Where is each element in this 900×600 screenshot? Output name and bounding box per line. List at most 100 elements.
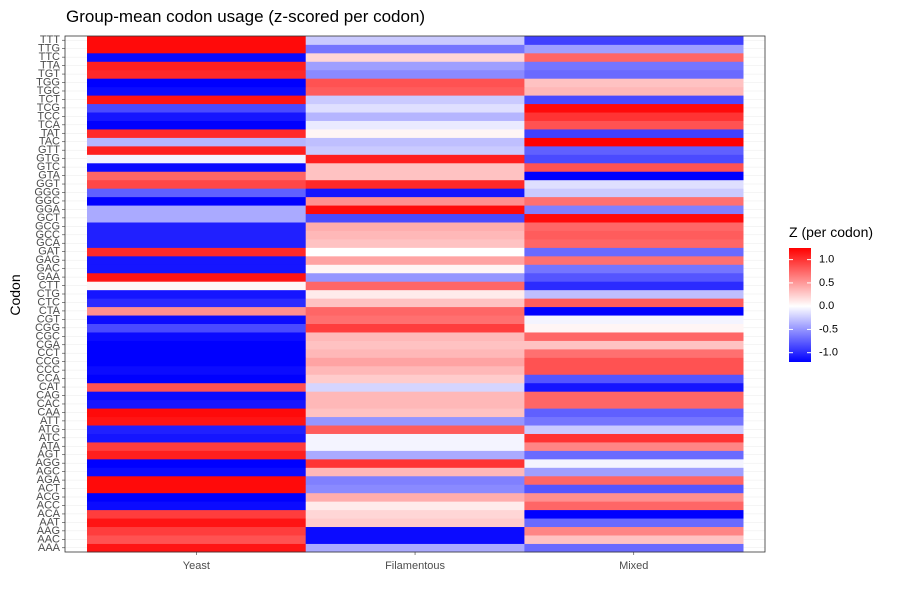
heatmap-cell <box>87 298 307 308</box>
heatmap-cell <box>87 543 307 553</box>
heatmap-cell <box>305 391 525 401</box>
heatmap-cell <box>87 129 307 138</box>
heatmap-cell <box>524 475 744 485</box>
heatmap-cell <box>524 450 744 460</box>
heatmap-cells <box>87 36 744 553</box>
y-tick-label: CTA <box>39 305 61 317</box>
heatmap-cell <box>524 179 744 189</box>
heatmap-cell <box>87 95 307 105</box>
heatmap-cell <box>305 458 525 468</box>
heatmap-cell <box>87 416 307 426</box>
heatmap-cell <box>524 543 744 553</box>
heatmap-cell <box>524 222 744 231</box>
heatmap-cell <box>87 86 307 96</box>
heatmap-cell <box>524 526 744 536</box>
y-tick-label: ACA <box>37 508 60 520</box>
heatmap-cell <box>87 239 307 248</box>
heatmap-cell <box>524 492 744 502</box>
heatmap-cell <box>524 137 744 147</box>
heatmap-cell <box>87 306 307 316</box>
heatmap-cell <box>87 230 307 240</box>
y-tick-label: GGC <box>35 195 60 207</box>
legend-tick-label: 0.0 <box>819 300 834 312</box>
y-tick-label: TGG <box>36 77 60 89</box>
heatmap-cell <box>305 103 525 113</box>
heatmap-cell <box>524 255 744 265</box>
heatmap-cell <box>305 213 525 223</box>
y-tick-label: ACG <box>36 491 60 503</box>
heatmap-cell <box>87 103 307 113</box>
y-tick-label: AAT <box>39 516 60 528</box>
y-tick-label: AAA <box>38 542 61 554</box>
heatmap-cell <box>87 281 307 291</box>
y-tick-label: CTC <box>37 296 60 308</box>
heatmap-cell <box>524 78 744 88</box>
legend-ticks: 1.0 0.5 0.0 -0.5 -1.0 <box>789 254 838 359</box>
heatmap-cell <box>87 433 307 443</box>
heatmap-cell <box>305 425 525 434</box>
heatmap-cell <box>305 196 525 206</box>
y-tick-label: TGC <box>37 85 60 97</box>
heatmap-cell <box>305 340 525 350</box>
y-tick-label: TAT <box>41 127 60 139</box>
heatmap-cell <box>87 264 307 274</box>
y-tick-label: CGA <box>36 339 61 351</box>
heatmap-cell <box>305 129 525 138</box>
heatmap-cell <box>305 61 525 71</box>
y-tick-label: CGT <box>37 313 61 325</box>
heatmap-cell <box>524 188 744 198</box>
heatmap-cell <box>305 433 525 443</box>
heatmap-cell <box>87 501 307 511</box>
y-tick-label: CAT <box>39 381 60 393</box>
legend-colorbar <box>789 248 811 362</box>
y-tick-label: TCA <box>38 119 61 131</box>
heatmap-cell <box>524 272 744 282</box>
heatmap-cell <box>87 120 307 130</box>
heatmap-cell <box>305 408 525 418</box>
heatmap-cell <box>305 230 525 240</box>
y-tick-label: ATT <box>40 415 60 427</box>
heatmap-cell <box>87 458 307 468</box>
heatmap-cell <box>87 323 307 333</box>
y-tick-label: CCT <box>37 347 60 359</box>
heatmap-cell <box>524 458 744 468</box>
heatmap-cell <box>305 484 525 494</box>
y-tick-label: TCT <box>39 93 61 105</box>
heatmap-cell <box>87 222 307 231</box>
heatmap-cell <box>524 416 744 426</box>
heatmap-cell <box>524 298 744 308</box>
heatmap-cell <box>87 145 307 155</box>
legend-title: Z (per codon) <box>789 224 873 240</box>
y-tick-label: TTT <box>40 34 60 46</box>
legend-tick-label: 1.0 <box>819 254 834 266</box>
heatmap-cell <box>305 137 525 147</box>
y-tick-label: GGT <box>36 178 60 190</box>
heatmap-cell <box>305 112 525 121</box>
heatmap-cell <box>305 255 525 265</box>
heatmap-cell <box>87 69 307 79</box>
heatmap-cell <box>524 61 744 71</box>
heatmap-cell <box>524 213 744 223</box>
heatmap-cell <box>524 442 744 451</box>
heatmap-cell <box>87 357 307 367</box>
y-tick-labels: AAAAACAAGAATACAACCACGACTAGAAGCAGGAGTATAA… <box>34 34 65 554</box>
heatmap-cell <box>524 323 744 333</box>
heatmap-cell <box>305 306 525 316</box>
heatmap-cell <box>524 205 744 215</box>
heatmap-cell <box>87 365 307 375</box>
heatmap-cell <box>305 120 525 130</box>
y-tick-label: GTA <box>38 170 60 182</box>
y-tick-label: ACT <box>38 483 60 495</box>
heatmap-cell <box>87 509 307 519</box>
y-tick-label: CGC <box>36 330 61 342</box>
legend-tick-label: -1.0 <box>819 347 838 359</box>
heatmap-cell <box>87 44 307 54</box>
heatmap-cell <box>524 518 744 528</box>
heatmap-cell <box>305 86 525 96</box>
heatmap-cell <box>524 365 744 375</box>
y-tick-label: CTG <box>37 288 60 300</box>
heatmap-cell <box>305 357 525 367</box>
heatmap-cell <box>87 61 307 71</box>
heatmap-cell <box>305 281 525 291</box>
